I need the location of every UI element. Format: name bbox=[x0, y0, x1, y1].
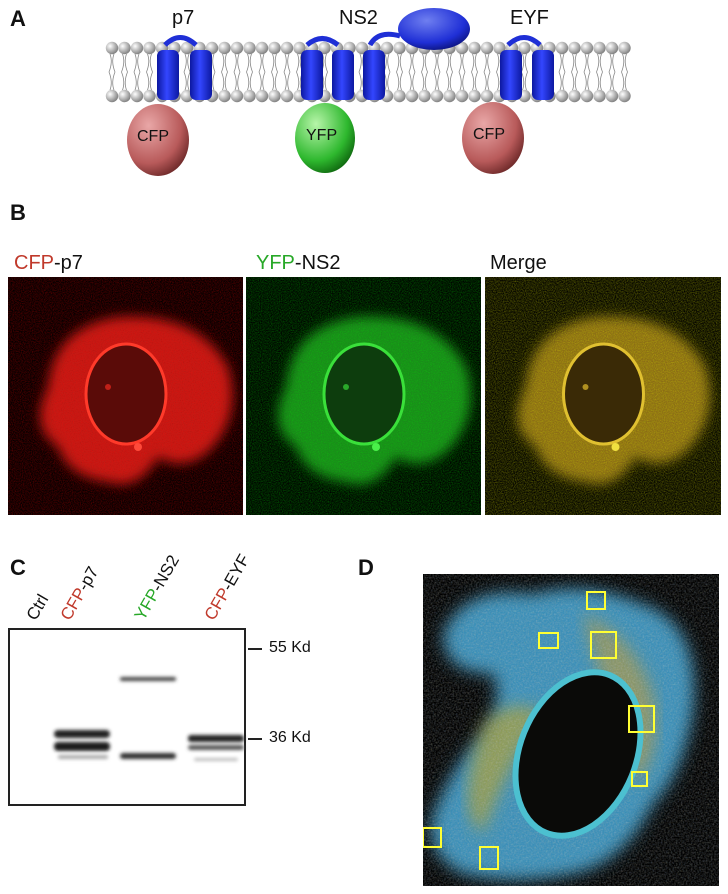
lane-label-cfp-p7: CFP-p7 bbox=[57, 563, 104, 624]
channel-label-yfp-ns2: YFP-NS2 bbox=[256, 252, 340, 275]
panel-d-letter: D bbox=[358, 555, 374, 580]
lane-rest: -EYF bbox=[217, 551, 254, 595]
cfp-tag-label-2: CFP bbox=[473, 126, 505, 143]
eyf-protein bbox=[462, 35, 554, 174]
channel-tag: YFP bbox=[256, 252, 295, 274]
ns2-label: NS2 bbox=[339, 7, 378, 29]
eyf-label: EYF bbox=[510, 7, 549, 29]
panel-c-letter: C bbox=[10, 555, 26, 580]
p7-protein bbox=[127, 35, 212, 176]
lane-label-yfp-ns2: YFP-NS2 bbox=[131, 552, 184, 624]
marker-36kd: 36 Kd bbox=[269, 729, 311, 746]
ns2-protein bbox=[295, 8, 470, 173]
lane-label-ctrl: Ctrl bbox=[23, 591, 54, 624]
p7-label: p7 bbox=[172, 7, 195, 29]
panel-a-letter: A bbox=[10, 6, 26, 31]
channel-rest: -NS2 bbox=[294, 252, 341, 274]
channel-tag: CFP bbox=[14, 252, 54, 274]
panel-b-letter: B bbox=[10, 200, 26, 225]
lane-label-cfp-eyf: CFP-EYF bbox=[201, 551, 255, 624]
micrograph-yfp-ns2 bbox=[246, 277, 481, 515]
lane-rest: Ctrl bbox=[22, 591, 53, 624]
micrograph-cfp-p7 bbox=[8, 277, 243, 515]
cfp-tag-label-1: CFP bbox=[137, 128, 169, 145]
membrane-schematic bbox=[105, 8, 634, 176]
lane-rest: -NS2 bbox=[147, 551, 184, 595]
marker-55kd: 55 Kd bbox=[269, 639, 311, 656]
channel-rest: Merge bbox=[490, 252, 547, 274]
marker-ticks bbox=[248, 648, 262, 740]
channel-label-merge: Merge bbox=[490, 252, 547, 275]
channel-label-cfp-p7: CFP-p7 bbox=[14, 252, 83, 275]
yfp-tag-label: YFP bbox=[306, 127, 338, 144]
western-blot bbox=[8, 628, 246, 806]
colocalization-image bbox=[423, 574, 719, 886]
channel-rest: -p7 bbox=[54, 252, 83, 274]
micrograph-merge bbox=[485, 277, 721, 515]
